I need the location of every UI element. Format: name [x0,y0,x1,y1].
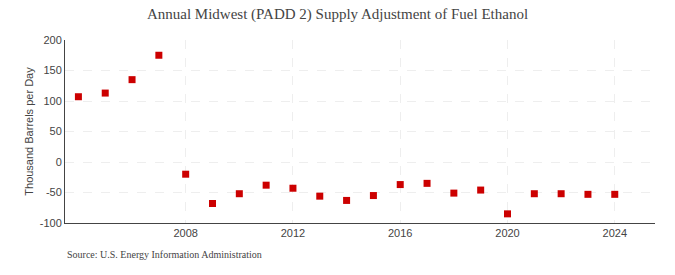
svg-text:2024: 2024 [603,227,627,239]
svg-text:2020: 2020 [495,227,519,239]
svg-text:-100: -100 [40,217,62,229]
svg-text:150: 150 [43,64,61,76]
svg-text:200: 200 [43,34,61,46]
svg-text:Thousand Barrels per Day: Thousand Barrels per Day [23,67,35,196]
svg-text:0: 0 [56,156,62,168]
svg-text:-50: -50 [46,186,62,198]
svg-text:2016: 2016 [388,227,412,239]
svg-text:Source: U.S. Energy Informatio: Source: U.S. Energy Information Administ… [67,249,262,260]
svg-text:100: 100 [43,95,61,107]
svg-text:2008: 2008 [173,227,197,239]
svg-text:Annual Midwest (PADD 2) Supply: Annual Midwest (PADD 2) Supply Adjustmen… [147,6,528,23]
svg-text:50: 50 [50,125,62,137]
svg-text:2012: 2012 [281,227,305,239]
